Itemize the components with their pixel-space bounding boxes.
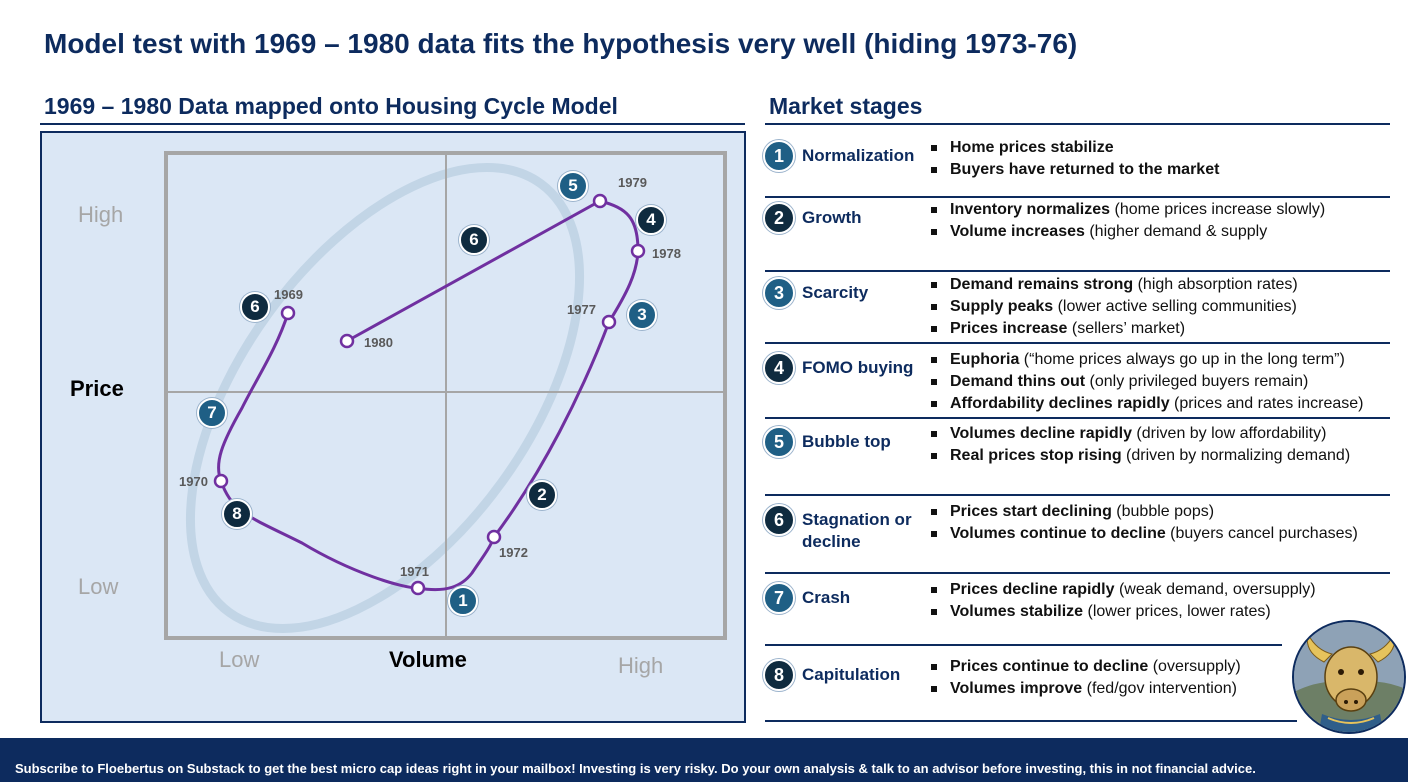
volume-high-label: High (618, 653, 664, 678)
stage-divider (765, 572, 1390, 574)
stage-divider (765, 644, 1282, 646)
diagram-badge-8: 8 (222, 499, 252, 529)
stages-heading-rule (765, 123, 1390, 125)
price-low-label: Low (78, 574, 119, 599)
stage-name: Normalization (802, 146, 915, 165)
stages-heading: Market stages (769, 93, 923, 119)
price-high-label: High (78, 202, 124, 227)
stage-bullet: Demand remains strong (high absorption r… (931, 274, 1298, 296)
year-label-1978: 1978 (652, 246, 681, 261)
price-axis-title: Price (70, 376, 124, 401)
year-label-1970: 1970 (179, 474, 208, 489)
stage-bullet: Prices start declining (bubble pops) (931, 501, 1358, 523)
point-1972 (486, 529, 502, 545)
stage-number-badge: 2 (763, 202, 795, 234)
stage-bullets: Demand remains strong (high absorption r… (931, 274, 1298, 340)
stage-bullet: Volume increases (higher demand & supply (931, 221, 1325, 243)
bull-illustration (1294, 622, 1404, 732)
stage-bullet: Affordability declines rapidly (prices a… (931, 393, 1363, 415)
footer-bar: Subscribe to Floebertus on Substack to g… (0, 738, 1408, 782)
stage-number-badge: 5 (763, 426, 795, 458)
housing-cycle-diagram: High Low Price Low Volume High 1969 1970… (40, 131, 746, 723)
stage-bullet: Demand thins out (only privileged buyers… (931, 371, 1363, 393)
point-1980 (339, 333, 355, 349)
cycle-ring (185, 163, 585, 633)
diagram-heading: 1969 – 1980 Data mapped onto Housing Cyc… (44, 93, 618, 119)
stage-number-badge: 4 (763, 352, 795, 384)
footer-disclaimer: Subscribe to Floebertus on Substack to g… (15, 761, 1256, 776)
year-label-1979: 1979 (618, 175, 647, 190)
stage-name: Stagnation or decline (802, 510, 912, 551)
stage-bullet: Prices continue to decline (oversupply) (931, 656, 1241, 678)
stage-bullet: Volumes continue to decline (buyers canc… (931, 523, 1358, 545)
stage-bullet: Prices increase (sellers’ market) (931, 318, 1298, 340)
page-title: Model test with 1969 – 1980 data fits th… (44, 28, 1078, 59)
diagram-badge-1: 1 (448, 586, 478, 616)
stage-bullet: Volumes improve (fed/gov intervention) (931, 678, 1241, 700)
year-label-1980: 1980 (364, 335, 393, 350)
diagram-badge-6-left: 6 (240, 292, 270, 322)
stage-bullet: Inventory normalizes (home prices increa… (931, 199, 1325, 221)
volume-low-label: Low (219, 647, 260, 672)
stage-name: Bubble top (802, 432, 891, 451)
stage-bullet: Buyers have returned to the market (931, 159, 1219, 181)
diagram-badge-7: 7 (197, 398, 227, 428)
stage-divider (765, 342, 1390, 344)
cycle-graphic (164, 151, 727, 640)
stage-bullet: Prices decline rapidly (weak demand, ove… (931, 579, 1316, 601)
stage-number-badge: 3 (763, 277, 795, 309)
stage-bullets: Volumes decline rapidly (driven by low a… (931, 423, 1350, 467)
point-1979 (592, 193, 608, 209)
diagram-badge-5: 5 (558, 171, 588, 201)
stage-divider (765, 720, 1297, 722)
year-label-1969: 1969 (274, 287, 303, 302)
stage-bullet: Supply peaks (lower active selling commu… (931, 296, 1298, 318)
year-label-1977: 1977 (567, 302, 596, 317)
diagram-badge-2: 2 (527, 480, 557, 510)
stage-name: Capitulation (802, 665, 901, 684)
point-1978 (630, 243, 646, 259)
stage-bullets: Prices start declining (bubble pops) Vol… (931, 501, 1358, 545)
stage-name: FOMO buying (802, 358, 914, 377)
stage-bullet: Euphoria (“home prices always go up in t… (931, 349, 1363, 371)
year-label-1971: 1971 (400, 564, 429, 579)
stage-bullets: Euphoria (“home prices always go up in t… (931, 349, 1363, 415)
stage-bullet: Real prices stop rising (driven by norma… (931, 445, 1350, 467)
point-1977 (601, 314, 617, 330)
stage-name: Growth (802, 208, 862, 227)
diagram-badge-4: 4 (636, 205, 666, 235)
stage-number-badge: 6 (763, 504, 795, 536)
stage-name: Scarcity (802, 283, 869, 302)
stage-divider (765, 196, 1390, 198)
stage-bullet: Volumes decline rapidly (driven by low a… (931, 423, 1350, 445)
stage-bullet: Home prices stabilize (931, 137, 1219, 159)
stage-bullet: Volumes stabilize (lower prices, lower r… (931, 601, 1316, 623)
stage-bullets: Inventory normalizes (home prices increa… (931, 199, 1325, 243)
stage-divider (765, 494, 1390, 496)
stage-name: Crash (802, 588, 851, 607)
stage-number-badge: 8 (763, 659, 795, 691)
diagram-badge-3: 3 (627, 300, 657, 330)
stage-bullets: Prices continue to decline (oversupply) … (931, 656, 1241, 700)
cycle-path (217, 199, 640, 592)
stage-bullets: Prices decline rapidly (weak demand, ove… (931, 579, 1316, 623)
point-1969 (280, 305, 296, 321)
point-1970 (213, 473, 229, 489)
bull-logo-image (1292, 620, 1406, 734)
point-1971 (410, 580, 426, 596)
year-label-1972: 1972 (499, 545, 528, 560)
stage-number-badge: 7 (763, 582, 795, 614)
stage-divider (765, 417, 1390, 419)
diagram-badge-6-upper: 6 (459, 225, 489, 255)
stage-divider (765, 270, 1390, 272)
diagram-heading-rule (40, 123, 745, 125)
volume-axis-title: Volume (389, 647, 467, 672)
stage-number-badge: 1 (763, 140, 795, 172)
stage-bullets: Home prices stabilize Buyers have return… (931, 137, 1219, 181)
